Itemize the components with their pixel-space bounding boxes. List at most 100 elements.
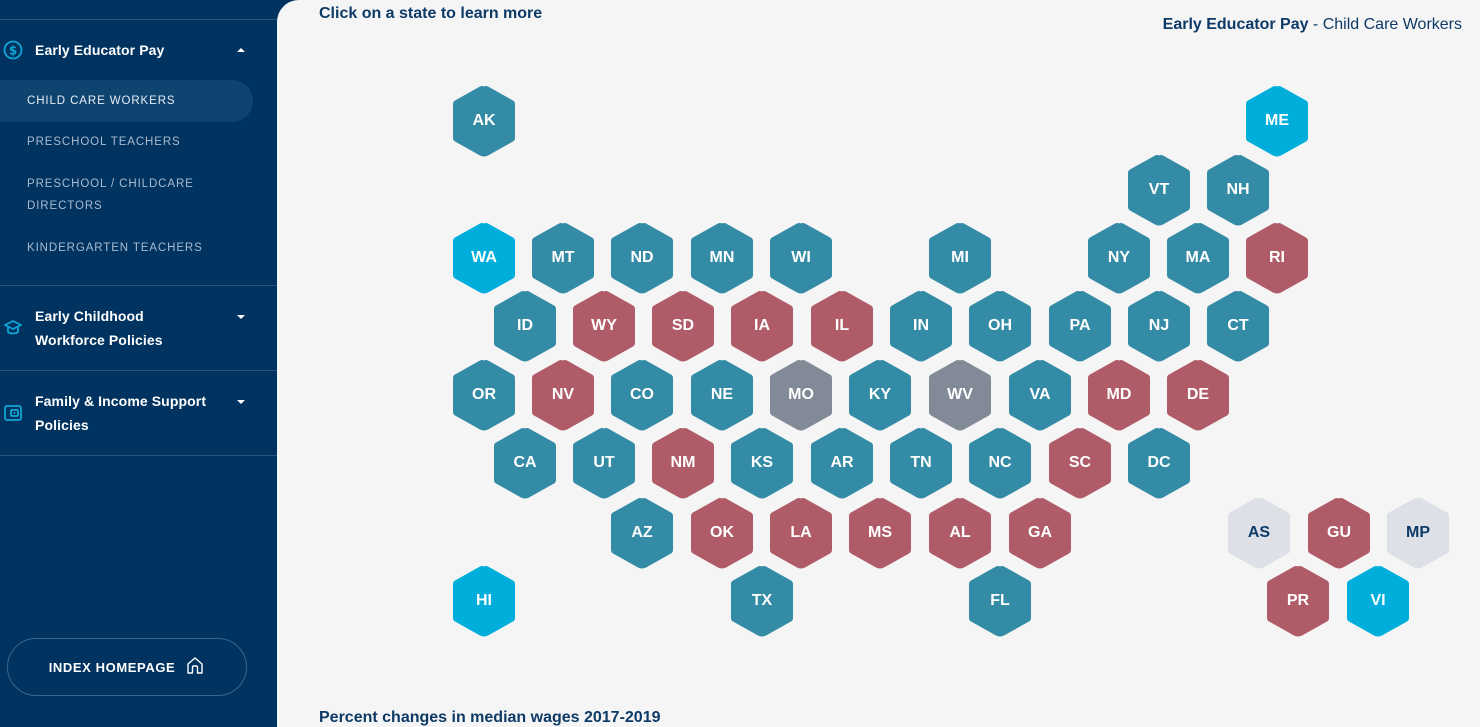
state-hex-nd[interactable]: ND bbox=[609, 221, 675, 295]
state-hex-id[interactable]: ID bbox=[492, 289, 558, 363]
sidebar-item-label: KINDERGARTEN TEACHERS bbox=[27, 242, 203, 254]
state-hex-ok[interactable]: OK bbox=[689, 496, 755, 570]
index-homepage-button[interactable]: INDEX HOMEPAGE bbox=[7, 638, 247, 696]
state-hex-nv[interactable]: NV bbox=[530, 358, 596, 432]
sidebar-item-kindergarten-teachers[interactable]: KINDERGARTEN TEACHERS bbox=[0, 237, 253, 259]
hexagon-shape bbox=[1228, 498, 1290, 569]
state-hex-de[interactable]: DE bbox=[1165, 358, 1231, 432]
sidebar-section-label-line2: Workforce Policies bbox=[35, 332, 163, 348]
state-hex-nm[interactable]: NM bbox=[650, 426, 716, 500]
sidebar-item-preschool-childcare-directors[interactable]: PRESCHOOL / CHILDCARE DIRECTORS bbox=[0, 173, 253, 217]
state-hex-or[interactable]: OR bbox=[451, 358, 517, 432]
state-hex-wy[interactable]: WY bbox=[571, 289, 637, 363]
graduation-cap-icon bbox=[3, 318, 23, 338]
state-abbr: PR bbox=[1286, 592, 1310, 609]
state-hex-ma[interactable]: MA bbox=[1165, 221, 1231, 295]
state-hex-dc[interactable]: DC bbox=[1126, 426, 1192, 500]
state-abbr: AZ bbox=[631, 524, 653, 541]
state-abbr: WY bbox=[591, 317, 617, 334]
state-abbr: GU bbox=[1327, 524, 1351, 541]
state-hex-nj[interactable]: NJ bbox=[1126, 289, 1192, 363]
state-abbr: HI bbox=[476, 592, 492, 609]
state-abbr: VA bbox=[1029, 386, 1051, 403]
state-hex-ut[interactable]: UT bbox=[571, 426, 637, 500]
state-hex-az[interactable]: AZ bbox=[609, 496, 675, 570]
state-hex-mn[interactable]: MN bbox=[689, 221, 755, 295]
state-hex-tx[interactable]: TX bbox=[729, 564, 795, 638]
wallet-icon bbox=[3, 403, 23, 423]
state-hex-me[interactable]: ME bbox=[1244, 84, 1310, 158]
state-hex-ak[interactable]: AK bbox=[451, 84, 517, 158]
sidebar-section-early-educator-pay[interactable]: $ Early Educator Pay bbox=[0, 36, 277, 64]
state-abbr: RI bbox=[1269, 249, 1285, 266]
caret-up-icon[interactable] bbox=[237, 48, 245, 52]
state-hex-mt[interactable]: MT bbox=[530, 221, 596, 295]
hexagon-shape bbox=[1167, 223, 1229, 294]
hexagon-shape bbox=[652, 291, 714, 362]
state-hex-hi[interactable]: HI bbox=[451, 564, 517, 638]
hexagon-shape bbox=[532, 360, 594, 431]
state-hex-ia[interactable]: IA bbox=[729, 289, 795, 363]
state-hex-md[interactable]: MD bbox=[1086, 358, 1152, 432]
state-hex-ny[interactable]: NY bbox=[1086, 221, 1152, 295]
state-hex-tn[interactable]: TN bbox=[888, 426, 954, 500]
state-hex-nh[interactable]: NH bbox=[1205, 153, 1271, 227]
hexagon-shape bbox=[453, 223, 515, 294]
state-hex-as[interactable]: AS bbox=[1226, 496, 1292, 570]
caret-down-icon[interactable] bbox=[237, 315, 245, 319]
state-hex-ms[interactable]: MS bbox=[847, 496, 913, 570]
state-hex-va[interactable]: VA bbox=[1007, 358, 1073, 432]
state-hex-pa[interactable]: PA bbox=[1047, 289, 1113, 363]
state-hex-sc[interactable]: SC bbox=[1047, 426, 1113, 500]
state-hex-ga[interactable]: GA bbox=[1007, 496, 1073, 570]
state-abbr: VT bbox=[1148, 181, 1170, 198]
state-abbr: SD bbox=[671, 317, 695, 334]
hexagon-shape bbox=[494, 428, 556, 499]
state-hex-pr[interactable]: PR bbox=[1265, 564, 1331, 638]
hexagon-shape bbox=[1088, 223, 1150, 294]
state-abbr: ME bbox=[1265, 112, 1289, 129]
state-hex-ks[interactable]: KS bbox=[729, 426, 795, 500]
sidebar-item-preschool-teachers[interactable]: PRESCHOOL TEACHERS bbox=[0, 131, 253, 153]
state-hex-ky[interactable]: KY bbox=[847, 358, 913, 432]
state-hex-gu[interactable]: GU bbox=[1306, 496, 1372, 570]
state-hex-vt[interactable]: VT bbox=[1126, 153, 1192, 227]
state-hex-al[interactable]: AL bbox=[927, 496, 993, 570]
state-hex-wi[interactable]: WI bbox=[768, 221, 834, 295]
dollar-circle-icon: $ bbox=[3, 40, 23, 60]
state-hex-in[interactable]: IN bbox=[888, 289, 954, 363]
state-hex-fl[interactable]: FL bbox=[967, 564, 1033, 638]
state-hex-ar[interactable]: AR bbox=[809, 426, 875, 500]
caret-down-icon[interactable] bbox=[237, 400, 245, 404]
state-hex-ne[interactable]: NE bbox=[689, 358, 755, 432]
sidebar-item-child-care-workers[interactable]: CHILD CARE WORKERS bbox=[0, 80, 253, 122]
hexagon-shape bbox=[532, 223, 594, 294]
state-hex-mo[interactable]: MO bbox=[768, 358, 834, 432]
state-hex-ca[interactable]: CA bbox=[492, 426, 558, 500]
hexagon-shape bbox=[652, 428, 714, 499]
state-abbr: LA bbox=[790, 524, 812, 541]
state-abbr: MD bbox=[1106, 386, 1132, 403]
state-hex-oh[interactable]: OH bbox=[967, 289, 1033, 363]
sidebar-section-family-income-support[interactable]: Family & Income Support Policies bbox=[0, 389, 277, 439]
state-hex-wv[interactable]: WV bbox=[927, 358, 993, 432]
state-hex-sd[interactable]: SD bbox=[650, 289, 716, 363]
state-hex-vi[interactable]: VI bbox=[1345, 564, 1411, 638]
state-hex-nc[interactable]: NC bbox=[967, 426, 1033, 500]
hexagon-shape bbox=[770, 223, 832, 294]
state-hex-co[interactable]: CO bbox=[609, 358, 675, 432]
hexagon-shape bbox=[731, 291, 793, 362]
index-homepage-label: INDEX HOMEPAGE bbox=[48, 659, 176, 675]
state-hex-mp[interactable]: MP bbox=[1385, 496, 1451, 570]
state-abbr: ND bbox=[630, 249, 654, 266]
state-hex-mi[interactable]: MI bbox=[927, 221, 993, 295]
sidebar-item-label-line2: DIRECTORS bbox=[27, 200, 103, 212]
state-hex-ri[interactable]: RI bbox=[1244, 221, 1310, 295]
state-abbr: MN bbox=[709, 249, 735, 266]
state-hex-wa[interactable]: WA bbox=[451, 221, 517, 295]
sidebar-section-early-childhood-workforce[interactable]: Early Childhood Workforce Policies bbox=[0, 304, 277, 354]
state-hex-la[interactable]: LA bbox=[768, 496, 834, 570]
hexagon-shape bbox=[929, 360, 991, 431]
state-hex-ct[interactable]: CT bbox=[1205, 289, 1271, 363]
state-hex-il[interactable]: IL bbox=[809, 289, 875, 363]
